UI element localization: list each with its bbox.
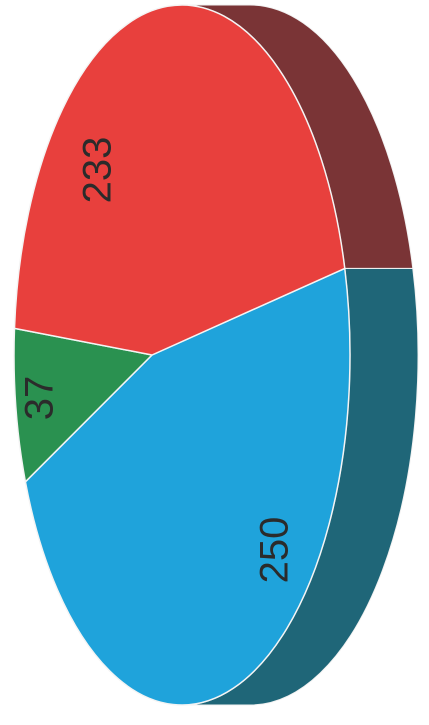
- pie-labels: 233 250 37: [18, 137, 297, 584]
- pie-label-37: 37: [18, 376, 62, 421]
- pie-slice-250: [24, 267, 351, 706]
- pie-top: [13, 4, 351, 706]
- pie-label-233: 233: [76, 137, 120, 204]
- pie-slice-37: [13, 327, 154, 484]
- pie-label-250: 250: [253, 517, 297, 584]
- pie-slice-233: [13, 4, 346, 356]
